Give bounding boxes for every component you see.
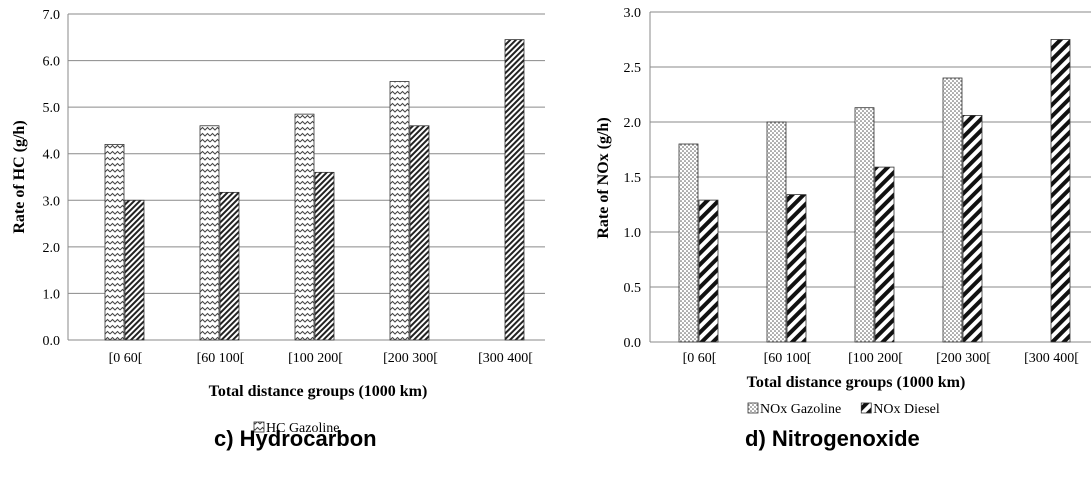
bar-nox-gazoline: [854, 107, 875, 343]
bar-nox-diesel: [698, 199, 719, 343]
bar-nox-gazoline: [678, 143, 699, 343]
bar-hc-gazoline: [389, 81, 410, 341]
bar-hc-diesel: [504, 39, 525, 341]
y-tick-label: 6.0: [43, 55, 61, 70]
bar-hc-diesel: [409, 125, 430, 341]
legend-swatch: [747, 402, 759, 414]
legend-label: NOx Gazoline: [760, 402, 841, 417]
bar-nox-diesel: [962, 115, 983, 343]
y-tick-label: 2.0: [624, 116, 642, 131]
bar-nox-diesel: [874, 166, 895, 343]
bar-hc-diesel: [314, 171, 335, 341]
bar-hc-diesel: [124, 199, 145, 341]
y-axis-title: Rate of NOx (g/h): [595, 117, 612, 238]
bar-nox-diesel: [1050, 39, 1071, 343]
x-tick-label: [60 100[: [764, 351, 812, 366]
legend-swatch: [253, 421, 265, 433]
x-tick-label: [0 60[: [683, 351, 717, 366]
bar-nox-diesel: [786, 194, 807, 343]
x-tick-label: [200 300[: [383, 351, 438, 366]
bar-hc-gazoline: [199, 125, 220, 341]
x-tick-label: [100 200[: [848, 351, 903, 366]
legend-swatch: [860, 402, 872, 414]
x-axis-title: Total distance groups (1000 km): [747, 374, 966, 391]
y-tick-label: 3.0: [624, 6, 642, 21]
y-tick-label: 1.5: [624, 171, 642, 186]
bar-nox-gazoline: [942, 77, 963, 343]
y-tick-label: 0.0: [43, 334, 61, 349]
y-tick-label: 1.0: [624, 226, 642, 241]
y-tick-label: 3.0: [43, 194, 61, 209]
hc-chart: 0.0 1.0 2.0 3.0 4.0 5.0 6.0 7.0 [0 60[ [60 100[ [1…: [11, 8, 545, 436]
y-tick-label: 7.0: [43, 8, 61, 23]
x-tick-label: [100 200[: [288, 351, 343, 366]
y-tick-label: 0.0: [624, 336, 642, 351]
nox-chart: 0.0 0.5 1.0 1.5 2.0 2.5 3.0 [0 60[ [60 100[ [100 …: [595, 6, 1091, 417]
x-tick-label: [60 100[: [197, 351, 245, 366]
legend-label: HC Gazoline: [266, 421, 339, 436]
legend-label: NOx Diesel: [873, 402, 940, 417]
y-tick-label: 5.0: [43, 101, 61, 116]
x-tick-label: [300 400[: [478, 351, 533, 366]
y-tick-label: 2.0: [43, 241, 61, 256]
bar-hc-gazoline: [104, 143, 125, 341]
y-tick-label: 1.0: [43, 287, 61, 302]
bar-hc-diesel: [219, 191, 240, 341]
bar-nox-gazoline: [766, 121, 787, 343]
y-tick-label: 4.0: [43, 148, 61, 163]
y-tick-label: 2.5: [624, 61, 642, 76]
x-axis-title: Total distance groups (1000 km): [209, 383, 428, 400]
chart-caption-hc: c) Hydrocarbon: [214, 426, 377, 451]
x-tick-label: [300 400[: [1024, 351, 1079, 366]
chart-caption-nox: d) Nitrogenoxide: [745, 426, 920, 451]
x-tick-label: [0 60[: [109, 351, 143, 366]
y-axis-title: Rate of HC (g/h): [11, 120, 28, 233]
x-tick-label: [200 300[: [936, 351, 991, 366]
bar-hc-gazoline: [294, 113, 315, 341]
y-tick-label: 0.5: [624, 281, 642, 296]
